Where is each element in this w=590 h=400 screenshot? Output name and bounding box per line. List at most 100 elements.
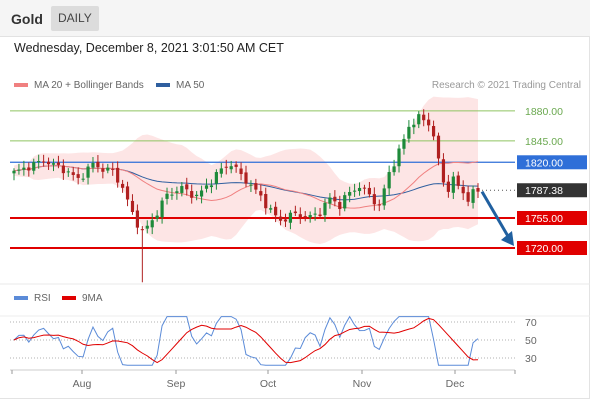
candle-body xyxy=(333,196,337,202)
candle-body xyxy=(269,208,273,210)
candle-body xyxy=(190,191,194,198)
candle-body xyxy=(377,204,381,206)
candle-body xyxy=(140,229,144,231)
candle-body xyxy=(352,190,357,192)
candle-body xyxy=(204,185,209,189)
level-label-1787.38: 1787.38 xyxy=(525,185,563,197)
candle-body xyxy=(417,114,421,125)
candle-body xyxy=(431,126,436,137)
candle-body xyxy=(81,178,85,180)
level-label-1820.00: 1820.00 xyxy=(525,157,563,169)
candle-body xyxy=(402,138,406,149)
candle-body xyxy=(229,166,233,170)
candle-body xyxy=(56,162,61,165)
candles-layer xyxy=(12,109,480,283)
legend-rsi-ma: 9MA xyxy=(62,293,103,304)
rsi-swatch xyxy=(14,296,28,301)
level-label-1755.00: 1755.00 xyxy=(525,213,563,225)
candle-body xyxy=(308,215,312,218)
candle-body xyxy=(357,187,362,192)
candle-body xyxy=(224,166,228,168)
candle-body xyxy=(51,163,56,165)
candle-body xyxy=(471,189,475,203)
candle-body xyxy=(427,119,431,126)
candle-body xyxy=(422,114,426,121)
candle-body xyxy=(170,194,174,196)
candle-body xyxy=(42,161,46,163)
legend-ma50: MA 50 xyxy=(156,80,204,91)
ma50-swatch xyxy=(156,83,170,88)
candle-body xyxy=(436,135,441,159)
rsi-ma-line xyxy=(13,317,479,364)
candle-body xyxy=(214,172,218,184)
candle-body xyxy=(106,167,110,171)
candle-body xyxy=(185,184,189,190)
candle-body xyxy=(17,169,21,171)
level-label-1880.00: 1880.00 xyxy=(525,106,563,118)
candle-body xyxy=(165,193,169,199)
candle-body xyxy=(199,190,204,197)
candle-body xyxy=(155,215,159,219)
level-label-1720.00: 1720.00 xyxy=(525,243,563,255)
candle-body xyxy=(392,166,396,173)
candle-body xyxy=(130,200,135,213)
candle-body xyxy=(288,212,293,223)
candle-body xyxy=(412,124,416,128)
candle-body xyxy=(195,194,199,197)
candle-body xyxy=(466,192,470,202)
legend-rsi-label: RSI xyxy=(34,293,51,304)
candle-body xyxy=(293,211,297,214)
candle-body xyxy=(244,172,248,184)
candle-body xyxy=(303,216,307,218)
legend-rsi-ma-label: 9MA xyxy=(82,293,103,304)
candle-body xyxy=(249,184,253,186)
candle-body xyxy=(180,186,184,193)
rsi-layer: 70 50 30 xyxy=(10,315,537,366)
candle-body xyxy=(135,210,140,228)
x-axis-layer: Aug Sep Oct Nov Dec xyxy=(10,369,516,390)
x-tick-label-Nov: Nov xyxy=(353,378,372,390)
ma20-line xyxy=(13,161,479,209)
timeframe-button[interactable]: DAILY xyxy=(51,6,99,31)
rsi-ma-swatch xyxy=(62,296,76,301)
candle-body xyxy=(116,167,120,183)
candle-body xyxy=(367,187,372,195)
asset-title: Gold xyxy=(11,11,43,27)
top-bar: Gold DAILY xyxy=(0,0,590,37)
x-tick-label-Aug: Aug xyxy=(73,378,92,390)
candle-body xyxy=(32,162,36,171)
legend-ma20: MA 20 + Bollinger Bands xyxy=(14,80,144,91)
candle-body xyxy=(313,213,317,215)
ma20-swatch xyxy=(14,83,28,88)
level-tag-1820.00 xyxy=(517,155,587,170)
level-tag-1787.38 xyxy=(517,183,587,198)
candle-body xyxy=(274,206,278,216)
candle-body xyxy=(145,225,149,229)
candle-body xyxy=(27,167,31,171)
x-tick-label-Sep: Sep xyxy=(167,378,186,390)
candle-body xyxy=(86,166,90,178)
rsi-tick-30: 30 xyxy=(525,353,537,365)
candle-body xyxy=(382,188,386,206)
candle-body xyxy=(343,195,347,209)
candle-body xyxy=(264,194,268,209)
candle-body xyxy=(387,172,391,189)
legend-rsi: RSI xyxy=(14,293,51,304)
x-tick-label-Dec: Dec xyxy=(446,378,465,390)
candle-body xyxy=(71,172,75,176)
candle-body xyxy=(209,185,214,188)
candle-body xyxy=(278,216,283,221)
chart-datetime: Wednesday, December 8, 2021 3:01:50 AM C… xyxy=(14,41,284,55)
candle-body xyxy=(125,186,130,200)
candle-body xyxy=(120,183,125,188)
level-labels-layer: 1880.00 1845.00 1820.00 1787.38 1755.00 1720.… xyxy=(517,106,587,255)
x-tick-label-Oct: Oct xyxy=(260,378,276,390)
candle-body xyxy=(407,126,411,139)
candle-body xyxy=(259,191,263,196)
legend-ma50-label: MA 50 xyxy=(176,80,205,91)
candle-body xyxy=(22,167,26,170)
candle-body xyxy=(66,171,70,173)
candle-body xyxy=(446,181,450,192)
rsi-line xyxy=(13,315,479,366)
candle-body xyxy=(76,174,80,178)
